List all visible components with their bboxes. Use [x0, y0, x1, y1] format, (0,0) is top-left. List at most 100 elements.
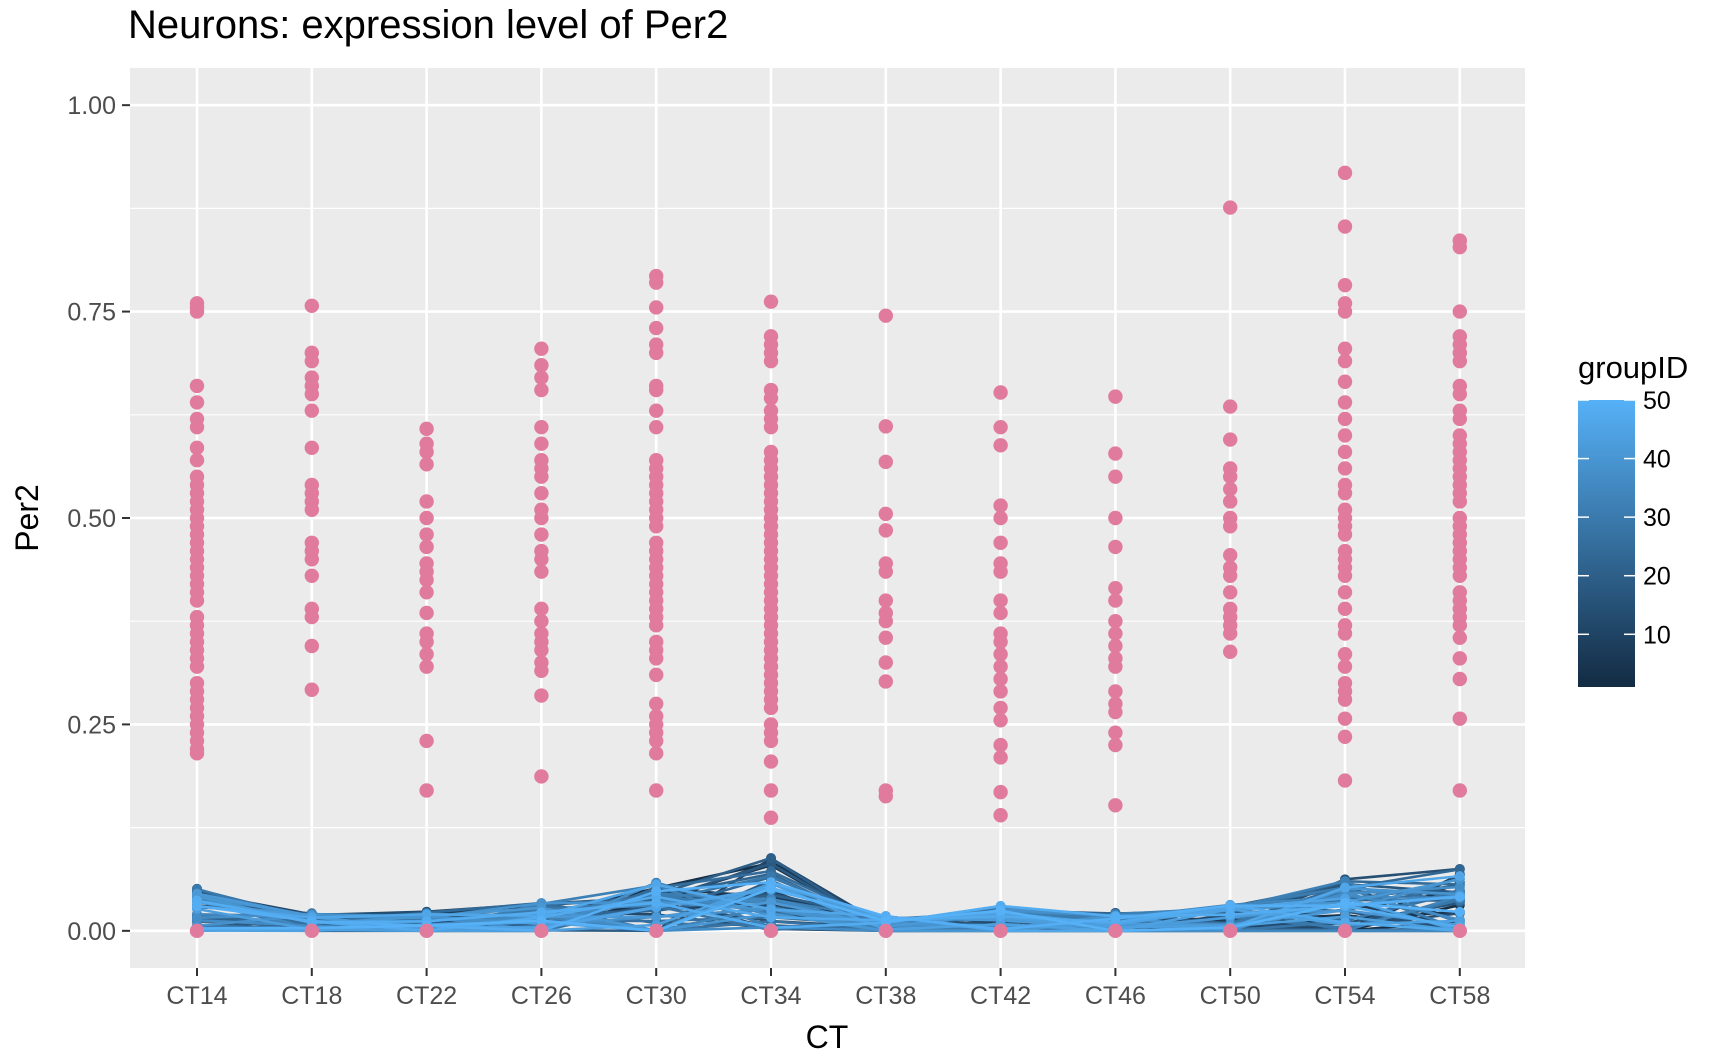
data-point — [993, 498, 1008, 513]
x-tick-label: CT22 — [396, 982, 457, 1010]
group-point — [766, 883, 776, 894]
group-line — [196, 874, 1460, 933]
data-point — [189, 440, 205, 456]
y-tick-label: 0.50 — [67, 505, 116, 533]
data-point — [189, 659, 205, 674]
data-point — [1337, 165, 1353, 181]
data-point — [1223, 432, 1238, 447]
group-point — [1110, 913, 1121, 924]
data-point — [534, 688, 549, 703]
x-tick-label: CT30 — [626, 982, 687, 1010]
data-point — [534, 382, 549, 398]
data-point — [304, 682, 319, 697]
data-point — [763, 391, 779, 406]
group-point — [1454, 871, 1465, 882]
data-point — [1337, 374, 1353, 389]
data-point — [419, 783, 434, 798]
legend-colorbar — [1578, 400, 1635, 687]
data-point — [1337, 711, 1353, 726]
data-point — [1108, 704, 1123, 720]
data-point — [763, 783, 779, 798]
data-point — [304, 502, 319, 517]
data-point — [1108, 389, 1123, 404]
data-point — [534, 564, 549, 579]
data-point — [993, 647, 1008, 662]
data-point — [534, 527, 549, 542]
data-point — [763, 419, 779, 435]
data-point — [1337, 444, 1353, 460]
data-point — [1337, 626, 1353, 641]
data-point — [993, 634, 1008, 650]
x-tick-label: CT50 — [1200, 982, 1261, 1010]
data-point — [1452, 651, 1468, 666]
data-point — [1108, 614, 1123, 629]
data-point — [763, 754, 779, 769]
data-point — [1452, 304, 1468, 319]
data-point — [534, 552, 549, 567]
data-point — [1337, 692, 1353, 707]
data-point — [649, 382, 664, 398]
data-point — [993, 808, 1008, 823]
data-point — [189, 593, 205, 608]
data-point — [1108, 923, 1123, 939]
data-point — [1337, 659, 1353, 674]
x-tick-label: CT38 — [855, 982, 916, 1010]
data-point — [1223, 585, 1238, 600]
data-point — [534, 923, 549, 939]
data-point — [304, 923, 319, 939]
legend-tick-label: 40 — [1643, 446, 1671, 474]
data-point — [1337, 219, 1353, 234]
x-tick-label: CT34 — [740, 982, 801, 1010]
data-point — [419, 605, 434, 621]
data-point — [419, 539, 434, 555]
group-point — [536, 915, 547, 926]
legend-tick-label: 50 — [1643, 387, 1671, 415]
data-point — [1452, 711, 1468, 726]
data-point — [993, 510, 1008, 526]
x-tick-label: CT46 — [1085, 982, 1146, 1010]
data-point — [649, 667, 664, 683]
data-point — [1452, 783, 1468, 798]
group-point — [1454, 906, 1465, 917]
data-point — [1223, 626, 1238, 641]
x-axis: CT14 CT18 CT22 CT26 CT30 CT34 CT38 CT42 CT46 CT50… — [166, 968, 1490, 1010]
data-point — [534, 601, 549, 617]
data-point — [419, 527, 434, 542]
data-point — [534, 614, 549, 629]
data-point — [534, 370, 549, 385]
data-point — [304, 440, 319, 456]
data-point — [1108, 446, 1123, 461]
data-point — [1337, 428, 1353, 443]
data-point — [1337, 647, 1353, 662]
data-point — [878, 506, 893, 522]
data-point — [1452, 239, 1468, 255]
data-point — [1108, 580, 1123, 596]
data-point — [878, 630, 893, 645]
data-point — [304, 386, 319, 402]
data-point — [993, 593, 1008, 608]
data-point — [763, 810, 779, 825]
group-point — [766, 897, 776, 908]
data-point — [1337, 568, 1353, 583]
group-point — [766, 904, 776, 915]
data-point — [1452, 923, 1468, 939]
data-point — [649, 746, 664, 761]
data-point — [1337, 341, 1353, 356]
data-point — [1108, 659, 1123, 674]
group-point — [1225, 909, 1236, 920]
data-point — [534, 642, 549, 658]
group-point — [995, 905, 1006, 916]
data-point — [1337, 729, 1353, 745]
data-point — [649, 783, 664, 798]
data-point — [1223, 547, 1238, 563]
data-point — [878, 419, 893, 434]
data-point — [1223, 200, 1238, 215]
data-point — [878, 593, 893, 608]
data-point — [1337, 601, 1353, 617]
data-point — [189, 746, 205, 761]
data-point — [878, 655, 893, 670]
data-point — [1452, 386, 1468, 402]
data-point — [419, 444, 434, 460]
data-point — [1108, 638, 1123, 654]
